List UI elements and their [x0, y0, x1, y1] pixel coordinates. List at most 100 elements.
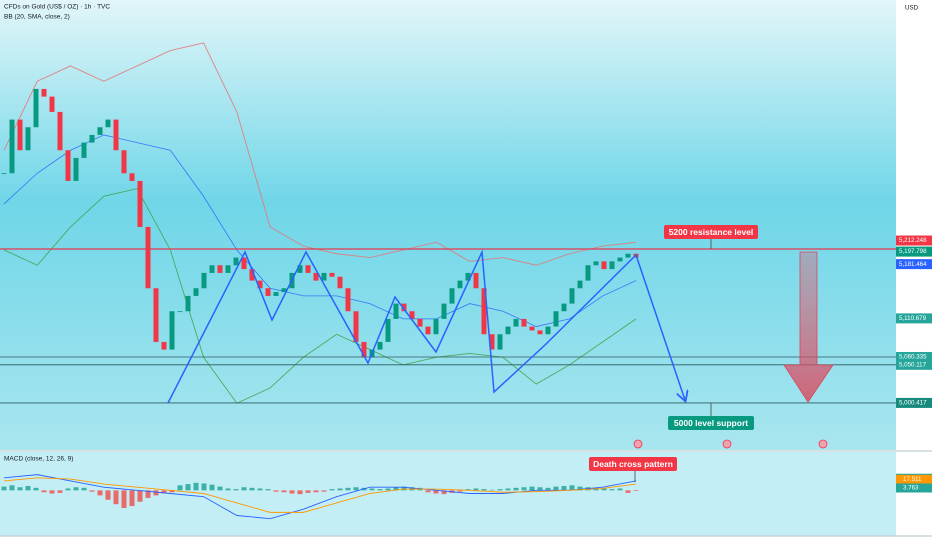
candle [281, 288, 287, 293]
candle [153, 288, 159, 342]
candle [529, 326, 535, 331]
macd-histogram-bar [9, 485, 15, 491]
candle [401, 303, 407, 312]
macd-histogram-bar [153, 490, 159, 496]
macd-histogram-bar [57, 490, 63, 493]
data-layer [0, 42, 896, 520]
macd-histogram-bar [33, 487, 39, 491]
support-box [668, 416, 754, 430]
candle [577, 280, 583, 289]
macd-histogram-bar [105, 490, 111, 500]
death-cross-text: Death cross pattern [593, 459, 673, 469]
candle [329, 272, 335, 277]
candle [625, 253, 631, 258]
candle [521, 318, 527, 327]
support-text: 5000 level support [674, 418, 748, 428]
macd-histogram-bar [257, 488, 263, 491]
macd-histogram-bar [169, 490, 175, 493]
macd-histogram-bar [385, 488, 391, 491]
candle [481, 288, 487, 335]
candle [457, 280, 463, 289]
event-icon[interactable] [818, 439, 828, 449]
event-icon[interactable] [633, 439, 643, 449]
macd-histogram-bar [561, 485, 567, 491]
macd-histogram-bar [65, 488, 71, 491]
price-label-box [896, 235, 932, 246]
macd-histogram-bar [113, 490, 119, 505]
resistance-text: 5200 resistance level [669, 227, 754, 237]
event-icon[interactable] [722, 439, 732, 449]
candle [425, 326, 431, 335]
candle [297, 265, 303, 273]
overlay-layer: 5,212.248 5,197.798 5,181.464 5,110.679 5,06… [896, 235, 932, 493]
candle [561, 303, 567, 312]
macd-histogram-bar [353, 487, 359, 491]
candle [305, 265, 311, 273]
macd-histogram-bar [233, 489, 239, 491]
macd-histogram-bar [137, 490, 143, 502]
macd-histogram-bar [313, 490, 319, 493]
macd-histogram-bar [577, 486, 583, 491]
candle [553, 311, 559, 327]
macd-histogram-bar [81, 487, 87, 491]
macd-histogram-bar [609, 489, 615, 491]
candle [81, 142, 87, 158]
macd-histogram-bar [553, 486, 559, 491]
macd-histogram-bar [377, 489, 383, 491]
macd-histogram-bar [481, 489, 487, 491]
candle [193, 288, 199, 296]
macd-line [3, 474, 637, 520]
price-label: 5,050.117 [899, 361, 927, 368]
candle [313, 272, 319, 281]
price-label: 5,197.798 [899, 248, 927, 255]
candle [137, 180, 143, 227]
candle [225, 265, 231, 273]
candle [121, 150, 127, 174]
candle [201, 272, 207, 289]
candle [393, 303, 399, 319]
macd-histogram-bar [129, 490, 135, 507]
macd-histogram-bar [241, 487, 247, 491]
macd-histogram-bar [497, 489, 503, 491]
price-label: 5,110.679 [899, 315, 927, 322]
macd-histogram-bar [433, 490, 439, 494]
candle [417, 318, 423, 327]
candle [257, 280, 263, 289]
macd-histogram-bar [225, 488, 231, 491]
macd-histogram-bar [201, 483, 207, 491]
candle [473, 272, 479, 289]
price-label-box [896, 359, 932, 370]
price-label-box [896, 397, 932, 408]
death-cross-box [589, 457, 677, 471]
candle [465, 272, 471, 281]
macd-histogram-bar [265, 489, 271, 491]
resistance-box [664, 225, 758, 239]
macd-histogram-bar [569, 485, 575, 491]
macd-histogram-bar [49, 490, 55, 494]
macd-histogram-bar [289, 490, 295, 494]
candle [497, 334, 503, 350]
candle [145, 226, 151, 289]
candle [233, 257, 239, 266]
candle [97, 127, 103, 135]
price-label: 5,000.417 [899, 400, 927, 407]
candle [585, 265, 591, 281]
candle [169, 311, 175, 350]
macd-histogram-bar [97, 490, 103, 496]
candle [57, 111, 63, 151]
macd-histogram-bar [425, 490, 431, 493]
macd-histogram-bar [465, 489, 471, 491]
candle [17, 119, 23, 151]
bollinger-band [3, 134, 637, 327]
macd-histogram-bar [545, 487, 551, 491]
candle [385, 318, 391, 342]
macd-histogram-bar [193, 482, 199, 491]
macd-histogram-bar [145, 490, 151, 498]
candle [361, 341, 367, 358]
price-label-box [896, 351, 932, 362]
macd-histogram-bar [89, 490, 95, 492]
macd-histogram-bar [217, 486, 223, 491]
macd-histogram-bar [393, 487, 399, 491]
macd-histogram-bar [441, 490, 447, 495]
macd-histogram-bar [489, 489, 495, 491]
